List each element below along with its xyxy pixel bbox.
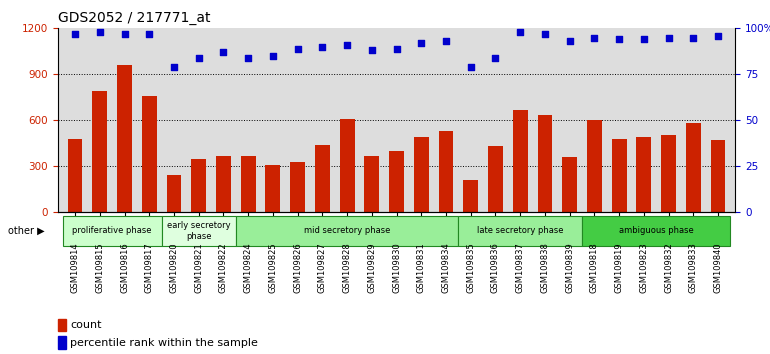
- Point: [341, 42, 353, 48]
- Bar: [464, 180, 478, 212]
- Point: [489, 55, 501, 61]
- Text: GSM109840: GSM109840: [714, 242, 722, 293]
- Bar: [439, 131, 454, 212]
- Point: [292, 46, 304, 51]
- Text: other ▶: other ▶: [8, 226, 45, 236]
- Text: GSM109824: GSM109824: [243, 242, 253, 293]
- Text: GSM109830: GSM109830: [392, 242, 401, 293]
- Point: [168, 64, 180, 70]
- Text: GSM109818: GSM109818: [590, 242, 599, 293]
- Bar: [58, 336, 66, 349]
- Bar: [488, 147, 503, 212]
- Bar: [68, 139, 82, 212]
- Text: GSM109835: GSM109835: [467, 242, 475, 293]
- Text: GSM109838: GSM109838: [541, 242, 550, 293]
- Point: [242, 55, 254, 61]
- Point: [415, 40, 427, 46]
- Bar: [241, 156, 256, 212]
- Point: [390, 46, 403, 51]
- Text: GSM109819: GSM109819: [614, 242, 624, 293]
- Point: [266, 53, 279, 59]
- Bar: [92, 91, 107, 212]
- Text: proliferative phase: proliferative phase: [72, 227, 152, 235]
- Text: GSM109834: GSM109834: [441, 242, 450, 293]
- Point: [564, 38, 576, 44]
- Bar: [711, 140, 725, 212]
- Text: GSM109823: GSM109823: [639, 242, 648, 293]
- Bar: [166, 175, 182, 212]
- Text: GSM109829: GSM109829: [367, 242, 377, 293]
- Bar: [62, 216, 162, 246]
- Text: GSM109816: GSM109816: [120, 242, 129, 293]
- Bar: [117, 65, 132, 212]
- Point: [687, 35, 699, 40]
- Point: [119, 31, 131, 37]
- Text: GSM109837: GSM109837: [516, 242, 524, 293]
- Point: [316, 44, 329, 50]
- Text: GSM109828: GSM109828: [343, 242, 352, 293]
- Point: [588, 35, 601, 40]
- Text: GSM109827: GSM109827: [318, 242, 326, 293]
- Bar: [661, 135, 676, 212]
- Bar: [686, 124, 701, 212]
- Text: GSM109826: GSM109826: [293, 242, 302, 293]
- Text: GSM109839: GSM109839: [565, 242, 574, 293]
- Bar: [191, 159, 206, 212]
- Bar: [364, 156, 380, 212]
- Text: mid secretory phase: mid secretory phase: [304, 227, 390, 235]
- Bar: [582, 216, 731, 246]
- Bar: [266, 165, 280, 212]
- Text: GSM109814: GSM109814: [71, 242, 79, 293]
- Text: late secretory phase: late secretory phase: [477, 227, 564, 235]
- Bar: [315, 145, 330, 212]
- Point: [440, 38, 452, 44]
- Point: [613, 36, 625, 42]
- Point: [192, 55, 205, 61]
- Point: [143, 31, 156, 37]
- Point: [539, 31, 551, 37]
- Bar: [513, 110, 527, 212]
- Text: early secretory
phase: early secretory phase: [167, 221, 230, 241]
- Point: [69, 31, 81, 37]
- Bar: [142, 96, 156, 212]
- Text: GSM109832: GSM109832: [664, 242, 673, 293]
- Text: GSM109815: GSM109815: [95, 242, 104, 293]
- Bar: [236, 216, 458, 246]
- Text: GSM109820: GSM109820: [169, 242, 179, 293]
- Point: [712, 33, 725, 39]
- Bar: [537, 115, 552, 212]
- Bar: [611, 139, 627, 212]
- Point: [94, 29, 106, 35]
- Bar: [216, 156, 231, 212]
- Text: GSM109817: GSM109817: [145, 242, 154, 293]
- Bar: [458, 216, 582, 246]
- Bar: [340, 119, 354, 212]
- Point: [638, 36, 650, 42]
- Point: [366, 47, 378, 53]
- Bar: [637, 137, 651, 212]
- Bar: [413, 137, 429, 212]
- Point: [464, 64, 477, 70]
- Text: GDS2052 / 217771_at: GDS2052 / 217771_at: [58, 11, 210, 25]
- Bar: [587, 120, 602, 212]
- Bar: [290, 162, 305, 212]
- Text: GSM109825: GSM109825: [269, 242, 277, 293]
- Bar: [389, 151, 404, 212]
- Text: percentile rank within the sample: percentile rank within the sample: [70, 338, 258, 348]
- Point: [217, 50, 229, 55]
- Text: GSM109836: GSM109836: [491, 242, 500, 293]
- Text: GSM109833: GSM109833: [689, 242, 698, 293]
- Text: GSM109821: GSM109821: [194, 242, 203, 293]
- Text: GSM109831: GSM109831: [417, 242, 426, 293]
- Text: ambiguous phase: ambiguous phase: [619, 227, 694, 235]
- Point: [514, 29, 527, 35]
- Bar: [162, 216, 236, 246]
- Bar: [562, 157, 577, 212]
- Text: count: count: [70, 320, 102, 330]
- Text: GSM109822: GSM109822: [219, 242, 228, 293]
- Bar: [58, 319, 66, 331]
- Point: [662, 35, 675, 40]
